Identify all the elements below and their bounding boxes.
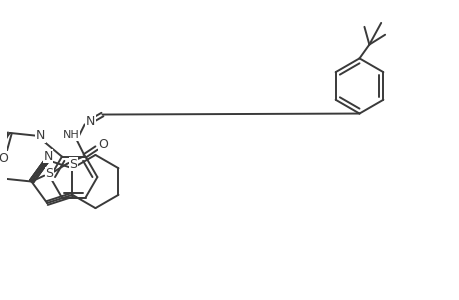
- Text: N: N: [35, 129, 45, 142]
- Text: N: N: [43, 150, 53, 163]
- Text: N: N: [86, 115, 95, 128]
- Text: O: O: [0, 152, 8, 165]
- Text: S: S: [45, 167, 53, 180]
- Text: O: O: [98, 138, 108, 151]
- Text: NH: NH: [62, 130, 79, 140]
- Text: S: S: [69, 158, 77, 171]
